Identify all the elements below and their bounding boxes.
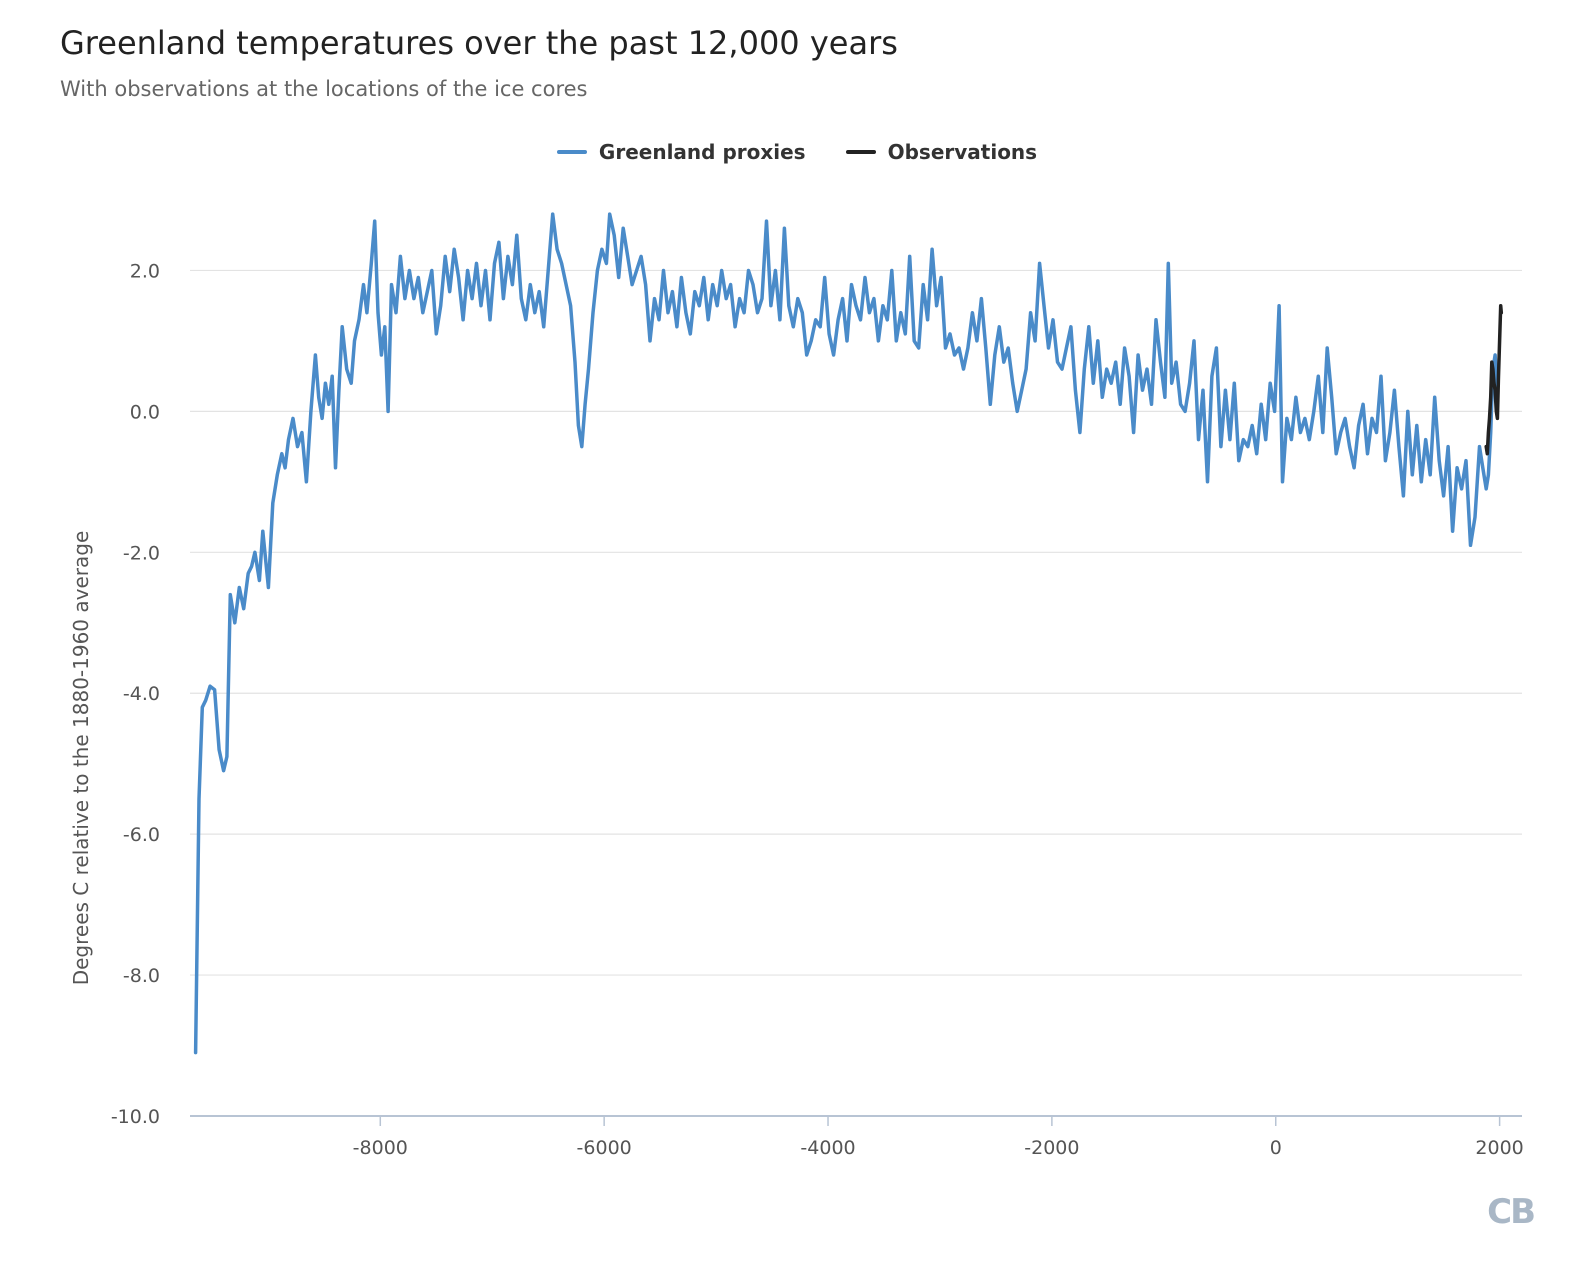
series-lines [193, 212, 1504, 1055]
x-tick-label: -6000 [577, 1137, 632, 1159]
legend-swatch-observations [845, 150, 876, 154]
y-tick-label: -8.0 [123, 965, 160, 987]
y-tick-label: 2.0 [130, 260, 160, 282]
y-tick-label: -2.0 [123, 542, 160, 564]
legend-swatch-greenland-proxies [556, 150, 587, 154]
y-tick-label: -10.0 [111, 1106, 160, 1128]
chart-legend: Greenland proxies Observations [0, 140, 1594, 164]
legend-item-observations[interactable]: Observations [845, 140, 1038, 164]
chart-title: Greenland temperatures over the past 12,… [60, 24, 898, 62]
x-tick-label: -2000 [1024, 1137, 1079, 1159]
chart-subtitle: With observations at the locations of th… [60, 77, 588, 101]
legend-item-greenland-proxies[interactable]: Greenland proxies [556, 140, 806, 164]
legend-label-observations: Observations [887, 140, 1038, 164]
carbonbrief-logo: CB [1487, 1192, 1536, 1232]
x-tick-label: 2000 [1475, 1137, 1523, 1159]
x-tick-label: -8000 [353, 1137, 408, 1159]
x-tick-label: -4000 [800, 1137, 855, 1159]
legend-label-greenland-proxies: Greenland proxies [598, 140, 806, 164]
x-axis: -8000 -6000 -4000 -2000 0 2000 [353, 1116, 1524, 1159]
y-tick-label: -6.0 [123, 824, 160, 846]
y-tick-label: 0.0 [130, 401, 160, 423]
series-line-observations[interactable] [1484, 303, 1504, 456]
series-line-greenland-proxies[interactable] [193, 212, 1500, 1055]
y-axis-ticks: 2.0 0.0 -2.0 -4.0 -6.0 -8.0 -10.0 [111, 260, 160, 1128]
y-gridlines [190, 269, 1522, 1117]
x-tick-label: 0 [1270, 1137, 1282, 1159]
y-axis-label: Degrees C relative to the 1880-1960 aver… [69, 531, 93, 986]
y-tick-label: -4.0 [123, 683, 160, 705]
